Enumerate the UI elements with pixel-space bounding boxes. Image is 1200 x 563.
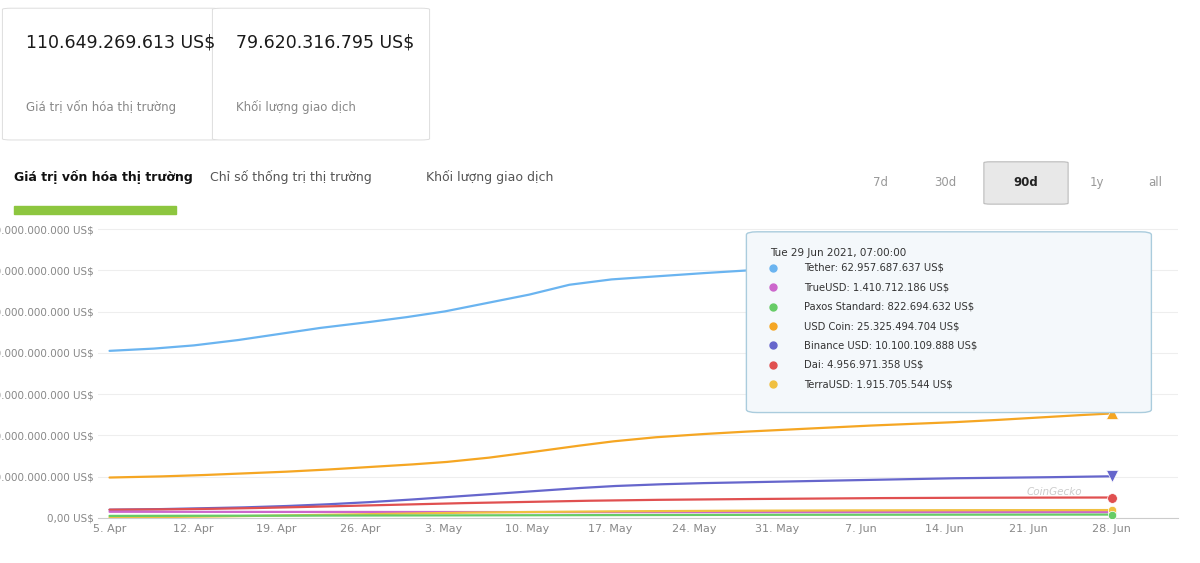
FancyBboxPatch shape (2, 8, 220, 140)
Text: all: all (1148, 176, 1163, 189)
FancyBboxPatch shape (746, 232, 1152, 413)
Text: TrueUSD: 1.410.712.186 US$: TrueUSD: 1.410.712.186 US$ (804, 282, 949, 292)
Text: 1y: 1y (1090, 176, 1104, 189)
Text: Dai: 4.956.971.358 US$: Dai: 4.956.971.358 US$ (804, 360, 923, 370)
Text: Binance USD: 10.100.109.888 US$: Binance USD: 10.100.109.888 US$ (804, 341, 977, 351)
Text: Paxos Standard: 822.694.632 US$: Paxos Standard: 822.694.632 US$ (804, 302, 974, 312)
FancyBboxPatch shape (212, 8, 430, 140)
FancyBboxPatch shape (984, 162, 1068, 204)
Text: Khối lượng giao dịch: Khối lượng giao dịch (426, 169, 553, 184)
Text: 79.620.316.795 US$: 79.620.316.795 US$ (236, 34, 415, 52)
Text: 30d: 30d (934, 176, 956, 189)
Text: TerraUSD: 1.915.705.544 US$: TerraUSD: 1.915.705.544 US$ (804, 379, 953, 389)
Text: 110.649.269.613 US$: 110.649.269.613 US$ (26, 34, 216, 52)
Text: Giá trị vốn hóa thị trường: Giá trị vốn hóa thị trường (14, 169, 193, 184)
Bar (14, 206, 176, 214)
Text: CoinGecko: CoinGecko (1026, 487, 1082, 497)
Text: 7d: 7d (872, 176, 888, 189)
Text: Chỉ số thống trị thị trường: Chỉ số thống trị thị trường (210, 169, 372, 184)
Text: 90d: 90d (1014, 176, 1038, 189)
Text: Giá trị vốn hóa thị trường: Giá trị vốn hóa thị trường (26, 100, 176, 114)
Text: USD Coin: 25.325.494.704 US$: USD Coin: 25.325.494.704 US$ (804, 321, 959, 331)
Text: Tue 29 Jun 2021, 07:00:00: Tue 29 Jun 2021, 07:00:00 (770, 248, 906, 258)
Text: Tether: 62.957.687.637 US$: Tether: 62.957.687.637 US$ (804, 263, 943, 273)
Text: Khối lượng giao dịch: Khối lượng giao dịch (236, 100, 356, 114)
